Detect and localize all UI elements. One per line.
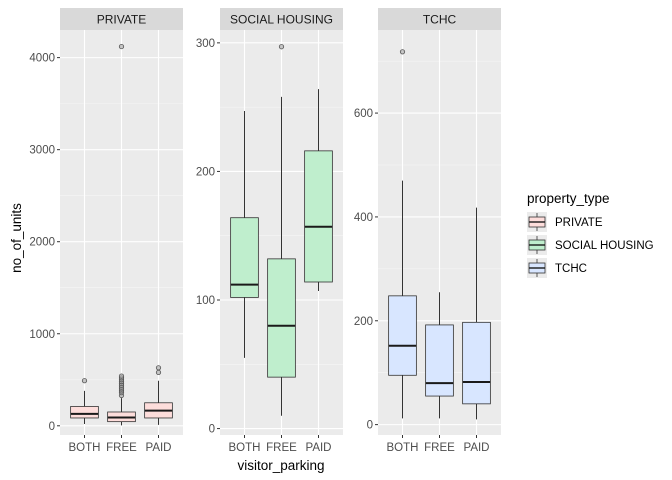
x-tick-label: BOTH xyxy=(229,442,261,454)
y-tick-label: 200 xyxy=(354,316,373,328)
outlier-point xyxy=(81,378,88,384)
outlier-point xyxy=(118,373,125,379)
outlier-point xyxy=(278,44,285,50)
facet-strip-label: SOCIAL HOUSING xyxy=(230,13,333,27)
facet-strip xyxy=(220,8,343,30)
outlier-point xyxy=(118,43,125,50)
y-tick-label: 0 xyxy=(209,424,215,436)
x-tick-label: BOTH xyxy=(69,442,101,454)
y-tick-label: 600 xyxy=(354,108,373,120)
y-tick-label: 0 xyxy=(367,420,373,432)
box-iqr xyxy=(388,295,417,376)
y-tick-label: 2000 xyxy=(29,237,55,249)
box-iqr xyxy=(70,406,99,419)
x-tick-label: BOTH xyxy=(387,442,419,454)
facet-strip xyxy=(60,8,183,30)
outlier-point xyxy=(399,49,406,55)
x-tick-label: FREE xyxy=(106,442,137,454)
box-iqr xyxy=(304,150,333,283)
x-tick-label: PAID xyxy=(464,442,490,454)
x-tick-label: PAID xyxy=(146,442,172,454)
legend-label: TCHC xyxy=(555,263,587,275)
x-tick-label: FREE xyxy=(424,442,455,454)
legend-label: PRIVATE xyxy=(555,217,603,229)
box-iqr xyxy=(462,321,491,405)
y-tick-label: 400 xyxy=(354,212,373,224)
legend-label: SOCIAL HOUSING xyxy=(555,240,654,252)
y-tick-label: 0 xyxy=(49,421,55,433)
outlier-point xyxy=(155,365,162,371)
y-tick-label: 300 xyxy=(196,38,215,50)
facet-strip xyxy=(378,8,501,30)
legend: property_type PRIVATE SOCIAL HOUSING TCHC xyxy=(527,191,654,278)
facet-strip-label: TCHC xyxy=(423,13,457,27)
facet-strip-label: PRIVATE xyxy=(97,13,147,27)
y-tick-label: 100 xyxy=(196,295,215,307)
y-tick-label: 4000 xyxy=(29,53,55,65)
y-tick-label: 1000 xyxy=(29,329,55,341)
box-iqr xyxy=(425,324,454,397)
outlier-point xyxy=(155,369,162,376)
x-axis-title: visitor_parking xyxy=(237,458,324,473)
legend-title: property_type xyxy=(527,191,610,206)
box-iqr xyxy=(267,258,296,378)
x-tick-label: PAID xyxy=(306,442,332,454)
y-tick-label: 3000 xyxy=(29,145,55,157)
y-axis-title: no_of_units xyxy=(9,203,24,273)
x-tick-label: FREE xyxy=(266,442,297,454)
y-tick-label: 200 xyxy=(196,166,215,178)
